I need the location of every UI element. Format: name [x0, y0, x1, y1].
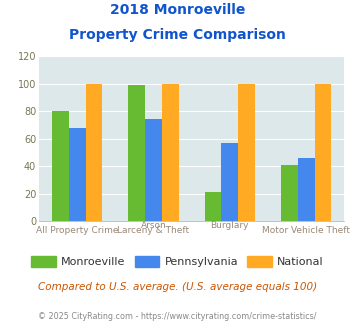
- Bar: [298, 158, 315, 221]
- Text: Motor Vehicle Theft: Motor Vehicle Theft: [262, 226, 350, 235]
- Text: 2018 Monroeville: 2018 Monroeville: [110, 3, 245, 17]
- Text: Burglary: Burglary: [211, 221, 249, 230]
- Text: All Property Crime: All Property Crime: [36, 226, 119, 235]
- Bar: [69, 128, 86, 221]
- Text: © 2025 CityRating.com - https://www.cityrating.com/crime-statistics/: © 2025 CityRating.com - https://www.city…: [38, 312, 317, 321]
- Bar: [162, 83, 179, 221]
- Bar: [145, 119, 162, 221]
- Bar: [281, 165, 298, 221]
- Legend: Monroeville, Pennsylvania, National: Monroeville, Pennsylvania, National: [27, 251, 328, 272]
- Bar: [205, 192, 222, 221]
- Bar: [52, 111, 69, 221]
- Bar: [238, 83, 255, 221]
- Bar: [129, 85, 145, 221]
- Bar: [86, 83, 102, 221]
- Text: Arson: Arson: [141, 221, 166, 230]
- Text: Compared to U.S. average. (U.S. average equals 100): Compared to U.S. average. (U.S. average …: [38, 282, 317, 292]
- Text: Larceny & Theft: Larceny & Theft: [118, 226, 190, 235]
- Text: Property Crime Comparison: Property Crime Comparison: [69, 28, 286, 42]
- Bar: [315, 83, 331, 221]
- Bar: [222, 143, 238, 221]
